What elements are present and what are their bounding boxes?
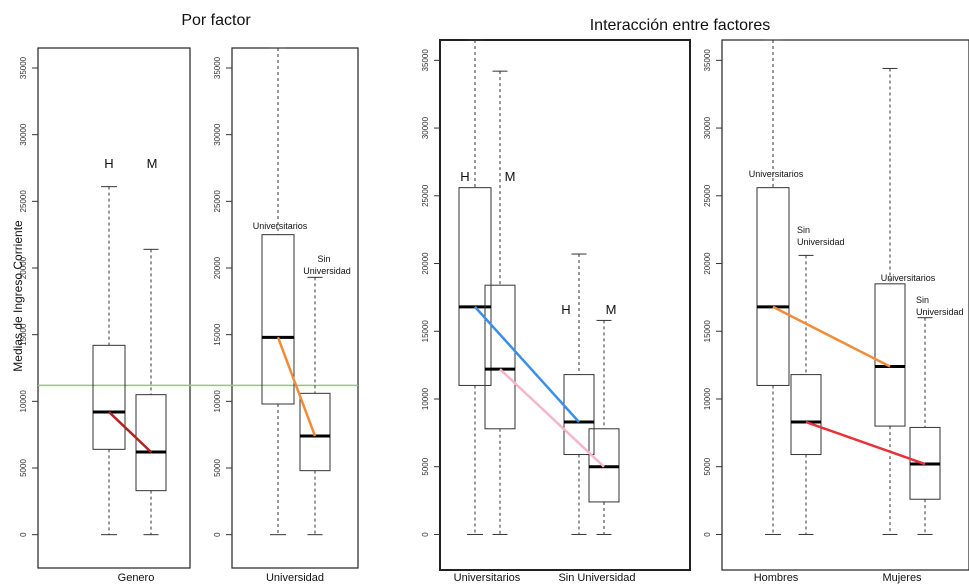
xlabel-universitarios: Universitarios <box>454 572 521 584</box>
box-iqr <box>92 344 126 450</box>
panel-3-frame <box>439 39 691 571</box>
plot-layer: 0 5000 10000 15000 20000 25000 30000 35000 0 5000… <box>19 39 941 537</box>
xlabel-genero: Genero <box>118 572 155 584</box>
y-tick-label: 30000 <box>19 123 28 146</box>
y-tick-label: 25000 <box>213 190 222 213</box>
y-tick-label: 5000 <box>213 459 222 477</box>
annotation-h: H <box>104 156 113 171</box>
annotation-universitarios: Universitarios <box>253 221 308 231</box>
y-tick-label: 10000 <box>213 390 222 413</box>
y-tick-label: 10000 <box>421 387 430 410</box>
box-iqr <box>563 374 595 456</box>
annotation-h-sin: H <box>561 302 570 317</box>
y-tick-label: 0 <box>19 532 28 537</box>
y-tick-label: 10000 <box>19 390 28 413</box>
annotation-m: M <box>147 156 158 171</box>
right-section-title: Interacción entre factores <box>590 17 771 34</box>
y-tick-label: 35000 <box>213 56 222 79</box>
annotation-universitarios-mujeres: Universitarios <box>881 273 936 283</box>
y-tick-label: 20000 <box>703 252 712 275</box>
annotation-sin: Sin <box>317 254 330 264</box>
box-iqr <box>484 284 516 430</box>
y-tick-label: 15000 <box>703 320 712 343</box>
box-iqr <box>790 374 822 456</box>
y-tick-label: 0 <box>213 532 222 537</box>
y-tick-label: 5000 <box>421 457 430 475</box>
box-iqr <box>874 283 906 427</box>
y-tick-label: 5000 <box>19 459 28 477</box>
xlabel-universidad: Universidad <box>266 572 324 584</box>
median-connector-line <box>474 306 580 423</box>
box-iqr <box>458 187 492 386</box>
annotation-sin-mujeres: Sin <box>916 295 929 305</box>
median-connector-line <box>276 336 317 437</box>
panel-1-frame <box>37 47 191 569</box>
y-tick-label: 35000 <box>19 56 28 79</box>
y-tick-label: 5000 <box>703 457 712 475</box>
y-tick-label: 35000 <box>421 49 430 72</box>
median-connector-line <box>499 368 605 468</box>
left-section-title: Por factor <box>181 12 251 29</box>
box-iqr <box>261 234 295 405</box>
y-tick-label: 20000 <box>421 252 430 275</box>
y-tick-label: 30000 <box>213 123 222 146</box>
median-connector-line <box>805 420 926 466</box>
annotation-m-sin: M <box>606 302 617 317</box>
median-connector-line <box>108 411 152 453</box>
y-tick-label: 15000 <box>213 323 222 346</box>
y-tick-label: 35000 <box>703 49 712 72</box>
y-tick-label: 25000 <box>19 190 28 213</box>
y-tick-label: 0 <box>421 532 430 537</box>
annotation-universidad-hombres: Universidad <box>797 237 845 247</box>
y-tick-label: 25000 <box>421 184 430 207</box>
y-tick-label: 25000 <box>703 184 712 207</box>
annotation-universidad: Universidad <box>303 266 351 276</box>
y-axis-label: Medias de Ingreso Corriente <box>11 220 25 372</box>
y-tick-label: 30000 <box>421 116 430 139</box>
annotation-m-univ: M <box>505 169 516 184</box>
y-tick-label: 20000 <box>19 256 28 279</box>
y-tick-label: 0 <box>703 532 712 537</box>
box-iqr <box>756 187 790 386</box>
annotation-h-univ: H <box>460 169 469 184</box>
xlabel-mujeres: Mujeres <box>882 572 922 584</box>
y-tick-label: 15000 <box>421 320 430 343</box>
y-tick-label: 10000 <box>703 387 712 410</box>
y-tick-label: 15000 <box>19 323 28 346</box>
panel-2-frame <box>231 47 359 569</box>
annotation-sin-hombres: Sin <box>797 225 810 235</box>
panel-4-frame <box>721 39 969 571</box>
annotation-universidad-mujeres: Universidad <box>916 307 964 317</box>
annotation-universitarios-hombres: Universitarios <box>749 169 804 179</box>
box-iqr <box>299 392 331 472</box>
y-tick-label: 20000 <box>213 256 222 279</box>
box-iqr <box>135 394 167 492</box>
median-connector-line <box>772 305 891 368</box>
xlabel-sin-universidad: Sin Universidad <box>558 572 635 584</box>
xlabel-hombres: Hombres <box>754 572 799 584</box>
y-tick-label: 30000 <box>703 116 712 139</box>
